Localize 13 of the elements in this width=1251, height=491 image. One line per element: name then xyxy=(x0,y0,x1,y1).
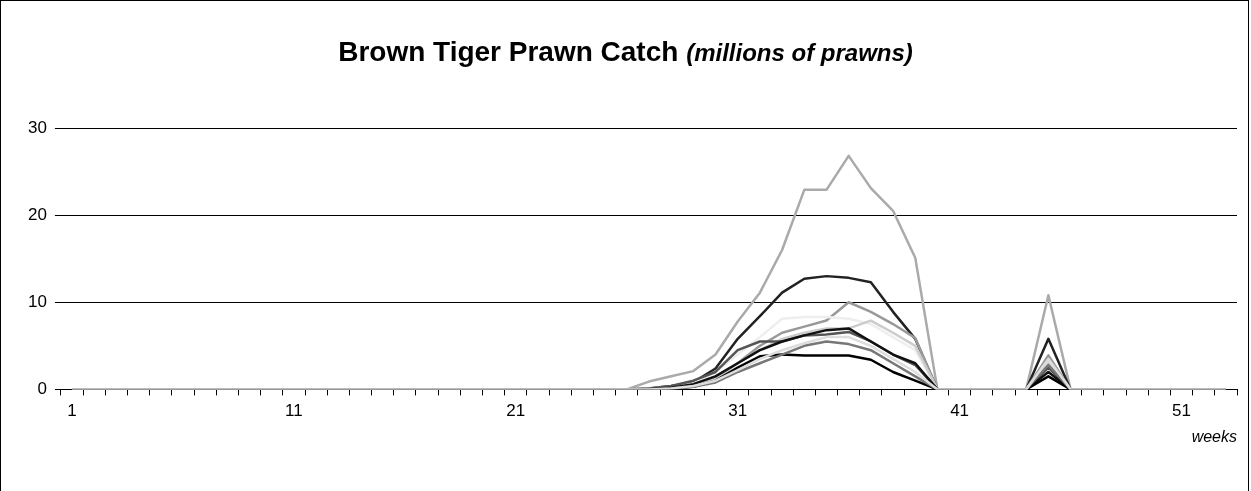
x-tick-label: 11 xyxy=(285,401,303,421)
y-tick-label: 10 xyxy=(27,291,47,311)
x-tick-label: 41 xyxy=(950,401,970,421)
x-tick-label: 1 xyxy=(67,401,77,421)
y-tick-label: 0 xyxy=(37,379,47,399)
chart-title: Brown Tiger Prawn Catch xyxy=(338,36,679,67)
x-tick-label: 51 xyxy=(1172,401,1191,421)
x-tick-label: 21 xyxy=(506,401,526,421)
x-axis-title: weeks xyxy=(1191,427,1237,445)
chart-subtitle: (millions of prawns) xyxy=(686,39,913,66)
y-tick-label: 20 xyxy=(27,204,47,224)
x-tick-label: 31 xyxy=(728,401,748,421)
y-tick-label: 30 xyxy=(27,117,47,137)
